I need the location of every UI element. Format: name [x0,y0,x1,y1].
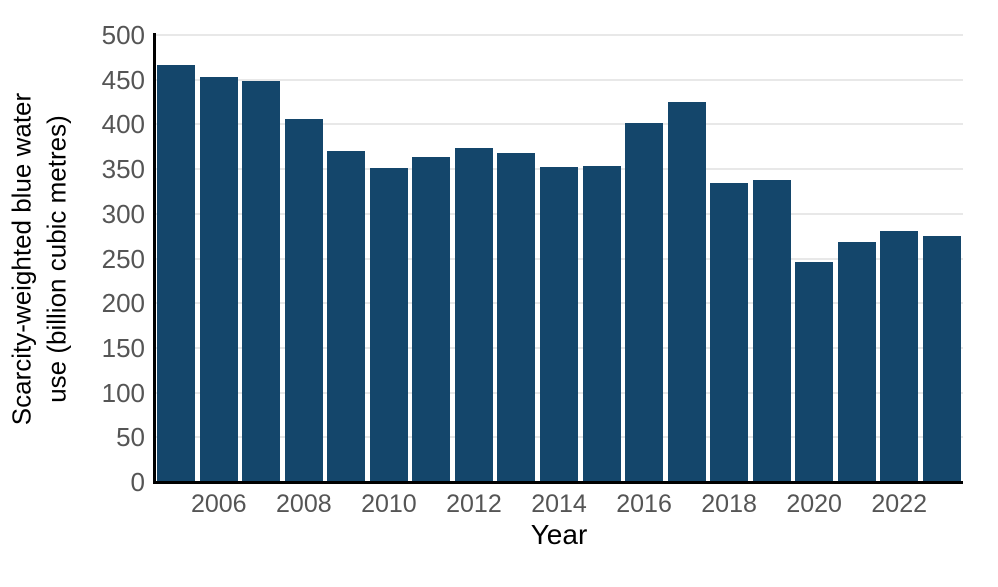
y-tick-label-0: 0 [130,467,145,497]
x-tick-label-2020: 2020 [786,490,842,518]
y-tick-label-300: 300 [101,198,145,229]
x-tick-label-2012: 2012 [446,490,502,518]
bar-2012 [454,147,493,482]
bar-2017 [667,102,706,482]
gridline-400 [155,123,963,126]
y-tick-label-500: 500 [101,20,145,50]
x-axis-title: Year [530,519,588,550]
y-tick-label-50: 50 [116,422,145,453]
bar-2022 [880,230,919,482]
x-tick-label-2006: 2006 [190,490,247,518]
bar-2018 [710,183,749,482]
plot-area [153,33,963,484]
bar-2020 [795,262,834,482]
x-tick-label-2016: 2016 [616,490,672,518]
y-tick-label-100: 100 [101,377,145,408]
bar-2019 [752,179,791,482]
gridline-450 [155,78,963,81]
bar-2023 [922,236,961,482]
bar-2021 [837,242,876,482]
gridline-500 [155,34,963,36]
bar-2005 [157,65,196,482]
bar-2014 [540,167,578,482]
y-tick-label-200: 200 [101,288,145,319]
bar-2011 [412,156,451,482]
bar-2008 [284,119,323,482]
bar-2009 [327,151,366,482]
x-tick-label-2018: 2018 [701,490,757,518]
bar-2010 [369,168,408,482]
x-tick-label-2022: 2022 [871,490,928,518]
y-tick-label-450: 450 [101,64,145,95]
y-tick-label-250: 250 [101,243,145,274]
y-tick-label-400: 400 [101,109,145,140]
x-tick-label-2010: 2010 [361,490,417,518]
y-axis-line [153,33,156,484]
x-tick-label-2014: 2014 [531,490,587,518]
y-tick-label-350: 350 [101,154,145,185]
y-tick-label-150: 150 [101,332,145,363]
bar-2007 [242,80,281,482]
bar-2016 [625,122,664,482]
bar-2006 [199,77,238,482]
x-axis-line [153,481,963,484]
x-tick-label-2008: 2008 [276,490,332,518]
bar-2013 [497,153,536,482]
bar-2015 [582,166,621,482]
